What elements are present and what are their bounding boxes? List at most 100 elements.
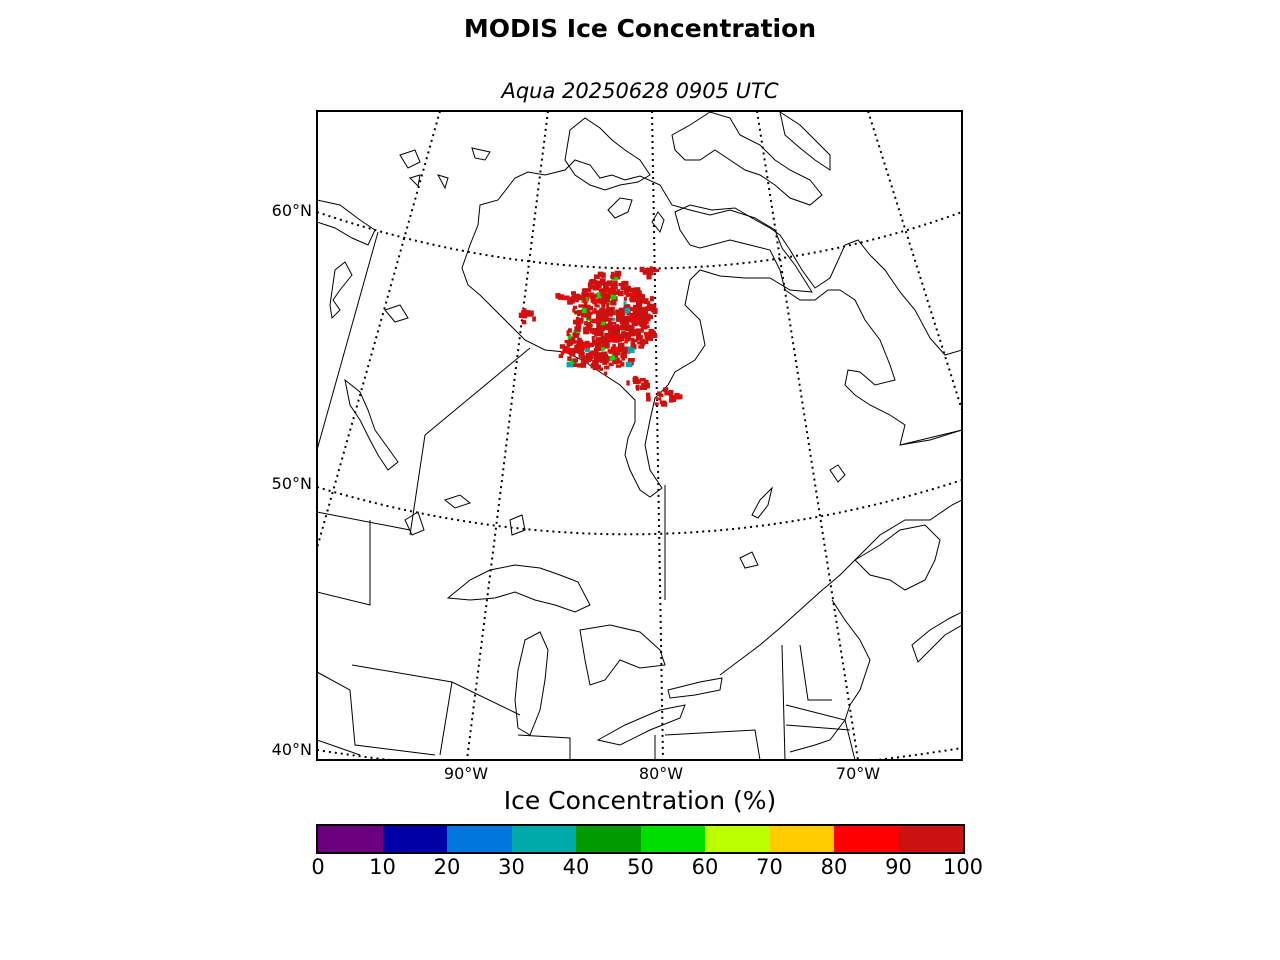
ice-cell xyxy=(582,308,587,313)
colorbar-tick-label: 80 xyxy=(804,855,864,879)
lat-label-60: 60°N xyxy=(252,201,312,220)
ice-cell xyxy=(530,311,534,316)
ice-cell xyxy=(624,340,627,343)
colorbar-label: Ice Concentration (%) xyxy=(0,786,1280,815)
ice-cell xyxy=(624,297,627,301)
ice-cell xyxy=(626,380,629,385)
ice-cell xyxy=(586,360,589,364)
ice-cell xyxy=(646,396,651,401)
colorbar-tick-label: 20 xyxy=(417,855,477,879)
colorbar-segment xyxy=(834,826,899,852)
ice-cell xyxy=(609,363,614,367)
colorbar-tick-label: 70 xyxy=(740,855,800,879)
ice-cell xyxy=(574,347,578,353)
ice-cell xyxy=(589,280,595,285)
map-background xyxy=(317,111,962,760)
ice-cell xyxy=(647,335,651,341)
ice-cell xyxy=(624,332,628,336)
ice-cell xyxy=(615,271,621,277)
colorbar-segment xyxy=(705,826,770,852)
ice-cell xyxy=(595,337,601,341)
ice-cell xyxy=(646,393,650,397)
ice-cell xyxy=(626,291,630,297)
ice-cell xyxy=(594,299,599,304)
ice-cell xyxy=(657,391,662,396)
ice-cell xyxy=(573,320,577,325)
colorbar-segment xyxy=(576,826,641,852)
ice-cell xyxy=(523,314,527,319)
ice-cell xyxy=(648,315,653,319)
colorbar-tick-label: 100 xyxy=(933,855,993,879)
ice-cell xyxy=(585,348,590,352)
ice-cell xyxy=(607,288,611,293)
ice-cell xyxy=(600,308,604,312)
ice-cell xyxy=(618,283,621,286)
ice-cell xyxy=(559,354,563,358)
colorbar xyxy=(316,824,965,854)
ice-cell xyxy=(607,280,613,286)
ice-cell xyxy=(587,325,592,330)
ice-cell xyxy=(616,360,623,363)
ice-cell xyxy=(568,300,573,304)
lat-label-50: 50°N xyxy=(252,474,312,493)
ice-cell xyxy=(630,307,636,311)
ice-cell xyxy=(669,390,674,396)
ice-cell xyxy=(589,292,594,295)
ice-cell xyxy=(594,353,599,358)
ice-cell xyxy=(594,304,599,307)
ice-cell xyxy=(598,272,604,278)
ice-cell xyxy=(586,353,590,358)
colorbar-tick-label: 60 xyxy=(675,855,735,879)
ice-cell xyxy=(639,322,645,325)
ice-cell xyxy=(610,337,617,340)
ice-cell xyxy=(598,298,602,304)
ice-cell xyxy=(618,336,622,339)
ice-cell xyxy=(610,356,616,360)
ice-cell xyxy=(635,386,639,390)
colorbar-tick-label: 0 xyxy=(288,855,348,879)
ice-cell xyxy=(584,343,590,348)
ice-cell xyxy=(639,307,644,311)
ice-cell xyxy=(587,314,591,320)
ice-cell xyxy=(532,316,536,321)
ice-cell xyxy=(674,393,679,399)
ice-cell xyxy=(653,269,660,272)
ice-cell xyxy=(578,304,583,307)
lon-label-90w: 90°W xyxy=(426,764,506,783)
ice-cell xyxy=(655,402,659,405)
ice-cell xyxy=(634,287,640,292)
ice-cell xyxy=(644,324,647,329)
ice-cell xyxy=(594,348,599,353)
ice-cell xyxy=(612,318,615,321)
ice-cell xyxy=(625,286,632,292)
ice-cell xyxy=(640,386,647,391)
ice-cell xyxy=(573,358,578,362)
ice-cell xyxy=(580,345,585,349)
ice-cell xyxy=(562,296,569,301)
colorbar-tick-label: 90 xyxy=(869,855,929,879)
ice-cell xyxy=(601,316,607,322)
ice-cell xyxy=(558,296,562,299)
ice-cell xyxy=(573,306,577,309)
ice-cell xyxy=(582,288,588,293)
ice-cell xyxy=(611,325,618,331)
ice-cell xyxy=(669,399,674,402)
ice-cell xyxy=(583,331,586,335)
ice-cell xyxy=(604,372,607,376)
ice-cell xyxy=(660,401,667,405)
ice-cell xyxy=(630,313,637,318)
ice-cell xyxy=(573,364,580,368)
ice-cell xyxy=(650,296,654,301)
ice-cell xyxy=(601,352,607,356)
ice-cell xyxy=(640,267,645,272)
ice-cell xyxy=(616,289,620,294)
ice-cell xyxy=(628,348,635,353)
colorbar-tick-label: 30 xyxy=(482,855,542,879)
ice-cell xyxy=(567,330,570,336)
ice-cell xyxy=(600,329,603,333)
ice-cell xyxy=(522,321,527,324)
ice-cell xyxy=(577,312,581,316)
ice-cell xyxy=(614,347,618,351)
ice-cell xyxy=(595,281,601,286)
ice-cell xyxy=(629,338,634,341)
